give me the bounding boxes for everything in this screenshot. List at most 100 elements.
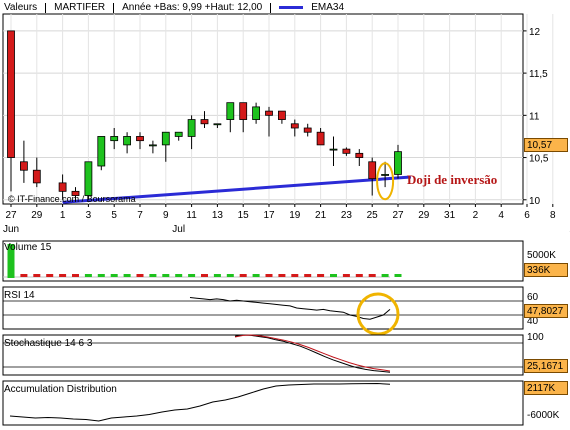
date-tick-label: 29 xyxy=(31,210,43,221)
volume-bar xyxy=(110,274,118,277)
candle-body xyxy=(213,123,222,126)
candle-body xyxy=(381,174,390,176)
ema-legend-label: EMA34 xyxy=(311,2,345,13)
date-tick-label: 29 xyxy=(418,210,430,221)
ema34-line xyxy=(62,175,412,204)
volume-bar xyxy=(291,274,299,277)
candle-body xyxy=(394,151,402,175)
volume-bar xyxy=(149,274,157,277)
stochastic-axis-tick: 100 xyxy=(527,332,544,343)
price-axis-tick: 10,5 xyxy=(529,154,549,165)
candle-body xyxy=(265,110,273,116)
header-year-range: Année +Bas: 9,99 +Haut: 12,00 xyxy=(122,2,263,13)
candle-body xyxy=(368,161,377,180)
candle-body xyxy=(19,161,28,171)
volume-bar xyxy=(84,274,92,277)
date-tick-label: 19 xyxy=(289,210,301,221)
volume-bar xyxy=(201,274,208,277)
date-tick-label: 17 xyxy=(263,210,275,221)
volume-bar xyxy=(136,274,144,277)
date-tick-label: 7 xyxy=(137,210,143,221)
volume-bar xyxy=(123,274,131,277)
candle-body xyxy=(136,136,144,142)
candle-body xyxy=(7,30,15,158)
accdist-line xyxy=(9,382,391,422)
candle-body xyxy=(355,152,364,158)
volume-bar xyxy=(175,274,183,277)
volume-axis-tick: 5000K xyxy=(527,250,556,261)
volume-bar xyxy=(330,274,337,277)
ema-legend-swatch xyxy=(279,6,304,9)
candle-body xyxy=(226,102,235,120)
volume-bar xyxy=(368,274,376,277)
volume-bar xyxy=(97,274,105,277)
date-tick-label: 23 xyxy=(341,210,353,221)
rsi-panel-frame xyxy=(2,286,524,330)
date-tick-label: 27 xyxy=(392,210,404,221)
annotation-text: Doji de inversão xyxy=(407,172,498,187)
accdist-panel-frame xyxy=(2,380,524,426)
candle-body xyxy=(252,106,261,120)
price-axis-tick: 12 xyxy=(529,27,541,38)
price-axis-tick: 11,5 xyxy=(529,69,548,80)
month-label: Jul xyxy=(172,224,185,235)
date-tick-label: 6 xyxy=(524,210,530,221)
candle-body xyxy=(110,136,119,142)
price-axis-tick: 11 xyxy=(529,111,540,122)
volume-last-value: 336K xyxy=(524,263,568,277)
accdist-axis-tick: -6000K xyxy=(527,410,560,421)
volume-bar xyxy=(33,274,41,277)
volume-bar xyxy=(304,274,312,277)
candle-body xyxy=(84,161,93,196)
candle-body xyxy=(174,131,183,137)
volume-panel-title: Volume 15 xyxy=(4,242,52,253)
stochastic-k-line xyxy=(234,334,391,373)
doji-highlight-ellipse xyxy=(376,162,395,201)
volume-bar xyxy=(226,274,234,277)
stochastic-panel-title: Stochastique 14 6 3 xyxy=(4,338,93,349)
copyright-text: © IT-Finance.com / Boursorama xyxy=(8,194,136,204)
volume-bar xyxy=(394,274,402,277)
candle-body xyxy=(123,136,131,146)
chart-header: Valeurs MARTIFER Année +Bas: 9,99 +Haut:… xyxy=(4,2,344,13)
date-tick-label: 5 xyxy=(111,210,117,221)
header-label: Valeurs xyxy=(4,2,38,13)
rsi-last-value: 47,8027 xyxy=(524,304,568,318)
volume-bar xyxy=(278,274,286,277)
header-separator xyxy=(270,2,272,13)
candle-body xyxy=(290,123,299,129)
candle-body xyxy=(316,131,325,146)
volume-bar xyxy=(20,274,28,277)
candle-body xyxy=(239,102,248,120)
rsi-highlight-circle xyxy=(356,292,400,336)
volume-bar xyxy=(188,274,196,277)
stochastic-d-line xyxy=(234,334,391,372)
date-tick-label: 13 xyxy=(212,210,224,221)
accdist-panel-title: Accumulation Distribution xyxy=(4,384,117,395)
volume-bar xyxy=(265,274,273,277)
volume-bar xyxy=(252,274,260,277)
date-tick-label: 27 xyxy=(5,210,17,221)
volume-panel-frame xyxy=(2,240,524,282)
volume-bar xyxy=(162,274,170,277)
header-symbol[interactable]: MARTIFER xyxy=(54,2,106,13)
rsi-panel-title: RSI 14 xyxy=(4,290,35,301)
volume-bar xyxy=(239,274,247,277)
date-tick-label: 1 xyxy=(60,210,66,221)
candle-body xyxy=(329,148,338,151)
stochastic-last-value: 25,1671 xyxy=(524,359,568,373)
accdist-last-value: 2117K xyxy=(524,381,568,395)
stochastic-panel-frame xyxy=(2,334,524,376)
candle-body xyxy=(161,131,170,146)
candle-body xyxy=(58,182,67,192)
candle-body xyxy=(342,148,351,154)
date-tick-label: 8 xyxy=(550,210,556,221)
month-label: Jun xyxy=(3,224,19,235)
date-tick-label: 11 xyxy=(186,210,197,221)
price-last-value: 10,57 xyxy=(524,138,568,152)
volume-bar xyxy=(7,244,15,278)
date-tick-label: 21 xyxy=(315,210,327,221)
candle-body xyxy=(148,144,157,147)
